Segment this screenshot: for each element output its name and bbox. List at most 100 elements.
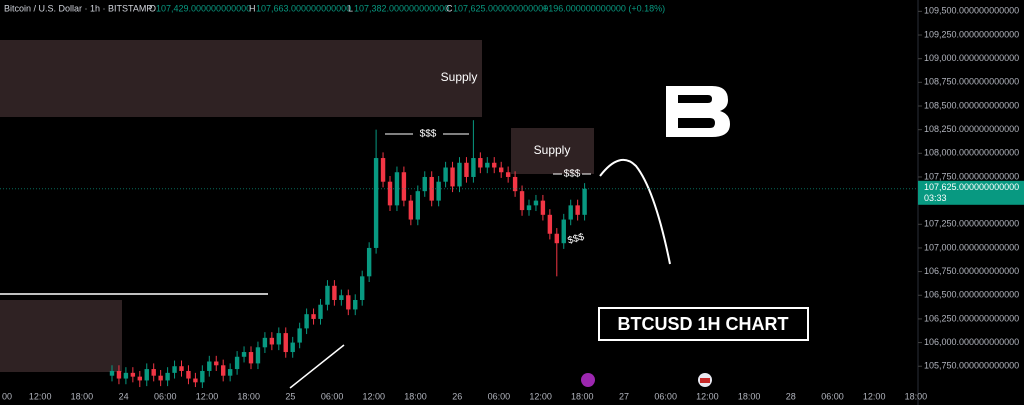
candle-body <box>464 162 469 177</box>
candle <box>561 213 566 249</box>
x-tick-label: 06:00 <box>321 391 344 401</box>
projection-curve <box>599 158 671 265</box>
candle-body <box>234 356 240 370</box>
candle <box>290 336 295 358</box>
candle-body <box>311 314 316 319</box>
x-tick-label: 18:00 <box>571 391 594 401</box>
banner-text: BTCUSD 1H CHART <box>618 314 789 334</box>
y-tick-label: 107,750.000000000000 <box>924 171 1019 181</box>
x-tick-label: 18:00 <box>404 391 427 401</box>
candle-body <box>137 376 142 381</box>
ohlc-value: 107,429.000000000000 <box>156 3 251 13</box>
candle <box>179 360 184 377</box>
candle-body <box>116 370 122 379</box>
x-tick-label: 25 <box>285 391 295 401</box>
banner-box <box>598 307 809 341</box>
candle-body <box>471 158 476 177</box>
candle <box>151 363 156 382</box>
candle <box>526 199 532 216</box>
candle-body <box>380 158 386 182</box>
candle-body <box>373 158 379 248</box>
candle <box>172 360 177 379</box>
candle <box>366 242 372 283</box>
candle-body <box>200 370 205 383</box>
candle-body <box>339 295 344 300</box>
candle-body <box>241 352 247 357</box>
supply-label: Supply <box>441 70 478 84</box>
candle-body <box>429 176 434 201</box>
candle-body <box>387 181 393 206</box>
candle <box>519 185 525 216</box>
x-tick-label: 06:00 <box>821 391 844 401</box>
candle-body <box>575 205 580 215</box>
candle <box>478 152 483 174</box>
candle <box>540 194 546 221</box>
x-tick-label: 18:00 <box>71 391 94 401</box>
x-tick-label: 18:00 <box>738 391 761 401</box>
candle-body <box>346 295 351 310</box>
candle <box>311 308 316 325</box>
x-tick-label: 27 <box>619 391 629 401</box>
logo <box>666 86 730 137</box>
candle <box>533 194 539 212</box>
candle <box>582 183 587 221</box>
y-tick-label: 106,250.000000000000 <box>924 313 1019 323</box>
candle <box>429 171 434 207</box>
x-tick-label: 24 <box>119 391 129 401</box>
candle <box>269 332 275 351</box>
ohlc-key: O <box>149 3 156 13</box>
supply-label: Supply <box>534 143 571 157</box>
x-tick-label: 06:00 <box>654 391 677 401</box>
liquidity-label: $$$ <box>564 169 581 180</box>
last-price-box <box>918 180 1024 205</box>
candle-body <box>499 167 504 173</box>
candle <box>165 367 170 387</box>
candle <box>109 365 115 382</box>
candle <box>123 367 129 385</box>
candle-body <box>304 314 309 329</box>
candle <box>346 289 351 316</box>
candle-body <box>505 172 511 177</box>
candle-body <box>492 162 497 168</box>
candle <box>262 332 268 353</box>
x-tick-label: 28 <box>786 391 796 401</box>
candle <box>241 346 247 363</box>
candle <box>408 194 414 226</box>
x-tick-label: 12:00 <box>363 391 386 401</box>
candle <box>227 363 233 382</box>
ohlc-value: 107,625.000000000000 <box>453 3 548 13</box>
candle <box>283 327 288 358</box>
change: +196.000000000000 (+0.18%) <box>543 3 665 13</box>
candle-body <box>290 342 295 353</box>
candle <box>401 166 407 207</box>
event-icon[interactable] <box>581 373 595 387</box>
candle-body <box>533 200 539 206</box>
x-tick-label: 12:00 <box>196 391 219 401</box>
y-tick-label: 108,250.000000000000 <box>924 124 1019 134</box>
candle <box>116 365 122 385</box>
y-tick-label: 106,750.000000000000 <box>924 266 1019 276</box>
candle-body <box>144 369 149 381</box>
candle-body <box>276 333 281 345</box>
x-tick-label: 06:00 <box>488 391 511 401</box>
demand-zone <box>0 300 122 372</box>
candle <box>186 365 191 385</box>
candle-body <box>582 188 587 215</box>
liquidity-label: $$$ <box>420 129 437 140</box>
x-tick-label: 18:00 <box>905 391 928 401</box>
candle <box>214 355 219 371</box>
candle-body <box>109 370 115 376</box>
candle <box>325 280 330 311</box>
candle-body <box>512 176 518 192</box>
ohlc-key: H <box>249 3 256 13</box>
candle-body <box>158 375 163 381</box>
candle <box>130 367 136 383</box>
candle-body <box>269 337 275 345</box>
candle-body <box>193 378 198 383</box>
flag-stripe <box>700 378 710 383</box>
ohlc-key: L <box>348 3 353 13</box>
candle <box>380 152 386 188</box>
candle <box>304 308 309 335</box>
candle-body <box>130 372 136 377</box>
